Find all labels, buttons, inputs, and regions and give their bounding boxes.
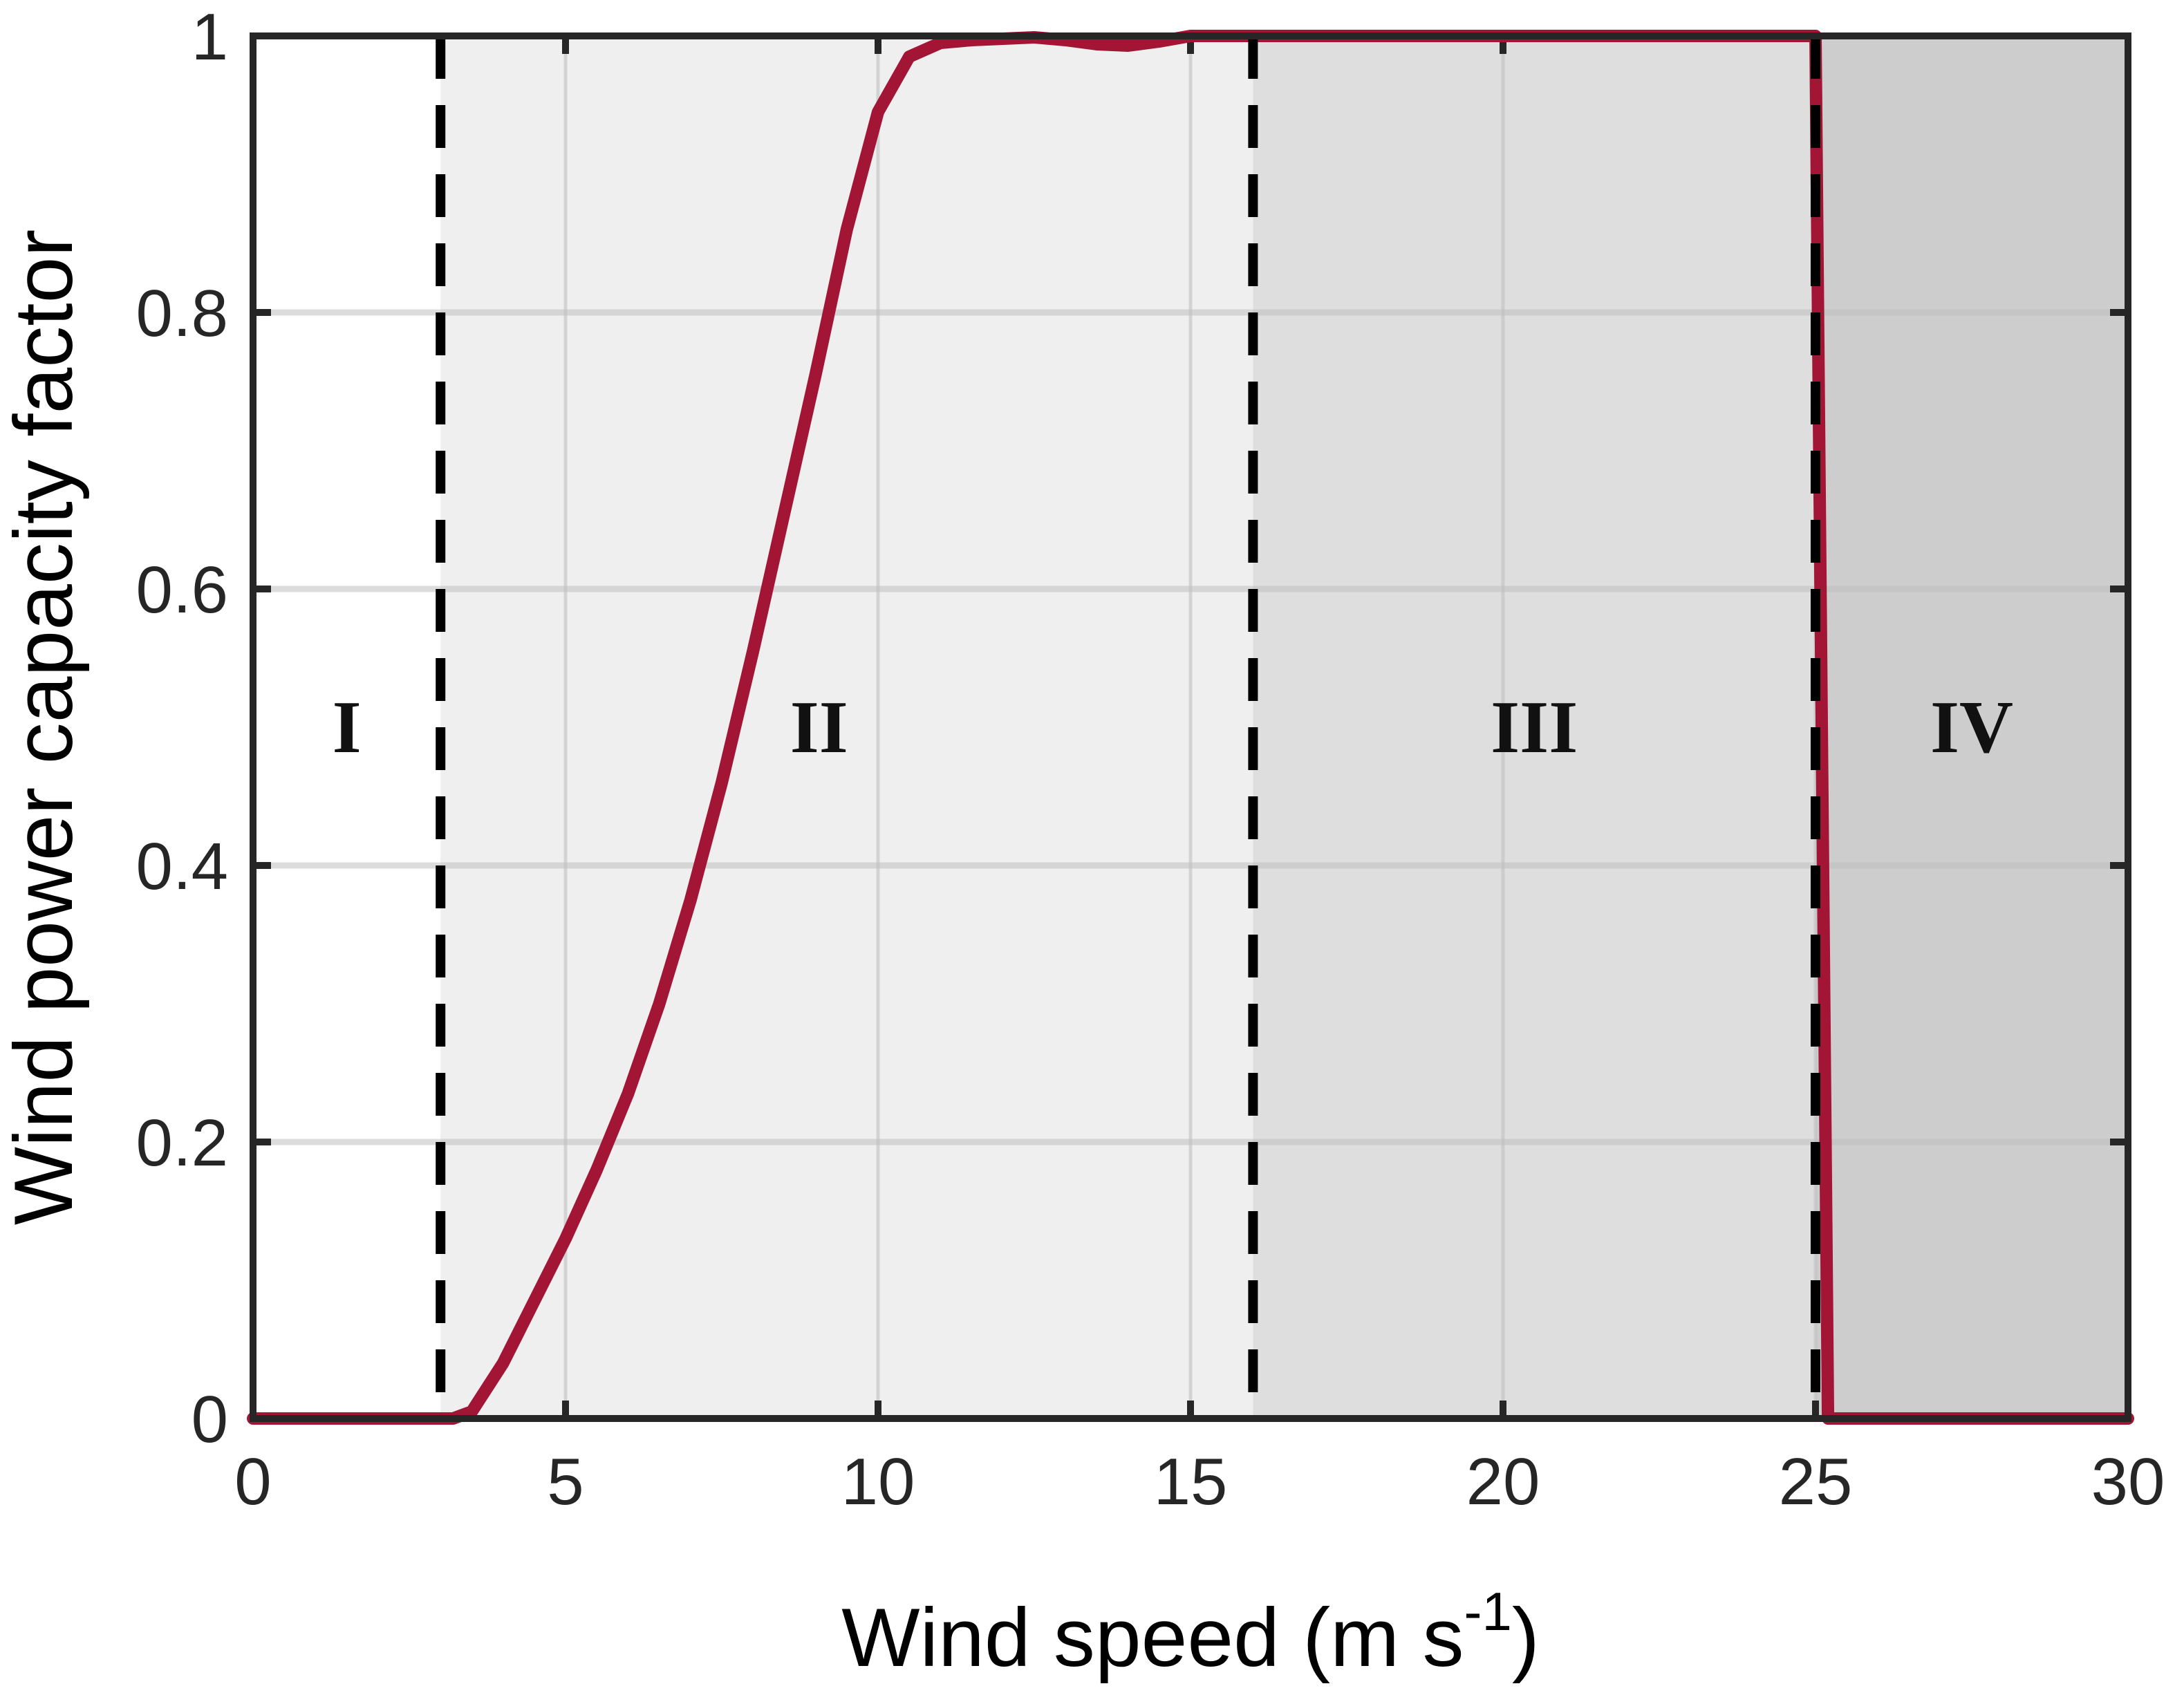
region-label-IV: IV <box>1930 686 2013 769</box>
region-backgrounds <box>253 36 2128 1419</box>
x-tick-label: 15 <box>1154 1445 1228 1519</box>
x-axis-label: Wind speed (m s-1) <box>841 1581 1540 1684</box>
x-tick-label: 10 <box>841 1445 915 1519</box>
y-axis-label: Wind power capacity factor <box>0 230 90 1226</box>
region-label-II: II <box>790 686 848 769</box>
y-tick-labels: 0 0.2 0.4 0.6 0.8 1 <box>136 0 228 1457</box>
x-axis-label-main: Wind speed (m s <box>841 1591 1464 1684</box>
y-tick-label: 0.2 <box>136 1106 228 1180</box>
x-tick-label: 0 <box>234 1445 271 1519</box>
y-tick-label: 0.6 <box>136 553 228 627</box>
x-axis-label-suffix: ) <box>1512 1591 1540 1684</box>
region-background-II <box>440 36 1253 1419</box>
x-tick-label: 30 <box>2091 1445 2165 1519</box>
x-tick-labels: 0 5 10 15 20 25 30 <box>234 1445 2165 1519</box>
x-tick-label: 20 <box>1466 1445 1540 1519</box>
region-label-III: III <box>1491 686 1578 769</box>
x-tick-label: 25 <box>1779 1445 1853 1519</box>
plot-frame <box>250 32 2131 1422</box>
x-tick-label: 5 <box>547 1445 584 1519</box>
region-label-I: I <box>333 686 362 769</box>
region-background-IV <box>1816 36 2128 1419</box>
y-tick-label: 0.8 <box>136 277 228 350</box>
y-tick-label: 1 <box>192 0 228 74</box>
y-tick-label: 0.4 <box>136 830 228 904</box>
region-background-III <box>1253 36 1816 1419</box>
region-background-I <box>253 36 441 1419</box>
region-labels: I II III IV <box>333 686 2013 769</box>
x-axis-label-superscript: -1 <box>1464 1581 1511 1642</box>
y-tick-label: 0 <box>192 1383 228 1457</box>
